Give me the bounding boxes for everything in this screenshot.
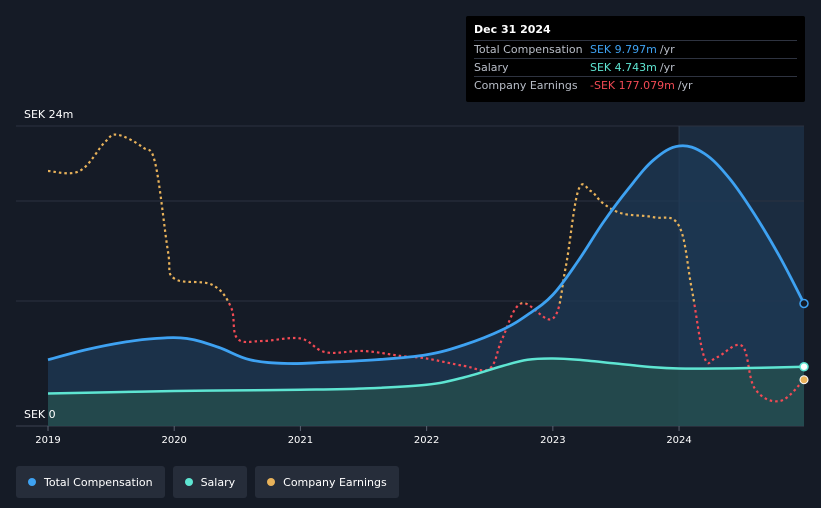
tooltip-unit: /yr — [677, 79, 693, 92]
legend-label: Company Earnings — [283, 475, 387, 489]
y-axis-top-label: SEK 24m — [24, 108, 74, 121]
tooltip-value: SEK 4.743m — [590, 61, 657, 74]
tooltip-unit: /yr — [659, 43, 675, 56]
company-earnings-line — [47, 133, 696, 304]
legend-label: Salary — [200, 475, 236, 489]
tooltip-label: Company Earnings — [474, 79, 578, 92]
legend-dot-icon — [28, 478, 36, 486]
tooltip-row-salary: Salary SEK 4.743m /yr — [474, 58, 797, 76]
salary-end-marker — [799, 362, 809, 372]
tooltip-row-earnings: Company Earnings -SEK 177.079m /yr — [474, 76, 797, 94]
x-tick-label: 2023 — [540, 435, 565, 446]
tooltip-label: Total Compensation — [474, 43, 583, 56]
tooltip: Dec 31 2024 Total Compensation SEK 9.797… — [466, 16, 805, 102]
x-axis: 2019 2020 2021 2022 2023 2024 — [35, 426, 692, 446]
legend-item-total-compensation[interactable]: Total Compensation — [16, 466, 165, 498]
x-tick-label: 2019 — [35, 435, 60, 446]
tooltip-value: -SEK 177.079m — [590, 79, 675, 92]
tooltip-unit: /yr — [659, 61, 675, 74]
legend-dot-icon — [267, 478, 276, 486]
legend-item-salary[interactable]: Salary — [172, 466, 248, 498]
tooltip-row-total-comp: Total Compensation SEK 9.797m /yr — [474, 40, 797, 58]
y-axis-bottom-label: SEK 0 — [24, 408, 56, 421]
x-tick-label: 2024 — [666, 435, 691, 446]
x-tick-label: 2020 — [161, 435, 186, 446]
salary-line — [47, 357, 805, 395]
tooltip-date: Dec 31 2024 — [474, 23, 551, 36]
company-earnings-end-marker — [799, 375, 809, 385]
tooltip-value: SEK 9.797m — [590, 43, 657, 56]
legend-dot-icon — [184, 478, 193, 486]
x-tick-label: 2021 — [288, 435, 313, 446]
legend-item-company-earnings[interactable]: Company Earnings — [255, 466, 399, 498]
total-compensation-line — [47, 144, 806, 366]
total-compensation-end-marker — [799, 298, 809, 309]
company-earnings-line-negative — [227, 303, 805, 403]
x-tick-label: 2022 — [414, 435, 439, 446]
salary-area — [48, 358, 804, 426]
legend-label: Total Compensation — [44, 475, 153, 489]
tooltip-label: Salary — [474, 61, 509, 74]
end-markers — [799, 298, 809, 385]
legend: Total Compensation Salary Company Earnin… — [16, 466, 399, 498]
lines — [47, 133, 806, 403]
